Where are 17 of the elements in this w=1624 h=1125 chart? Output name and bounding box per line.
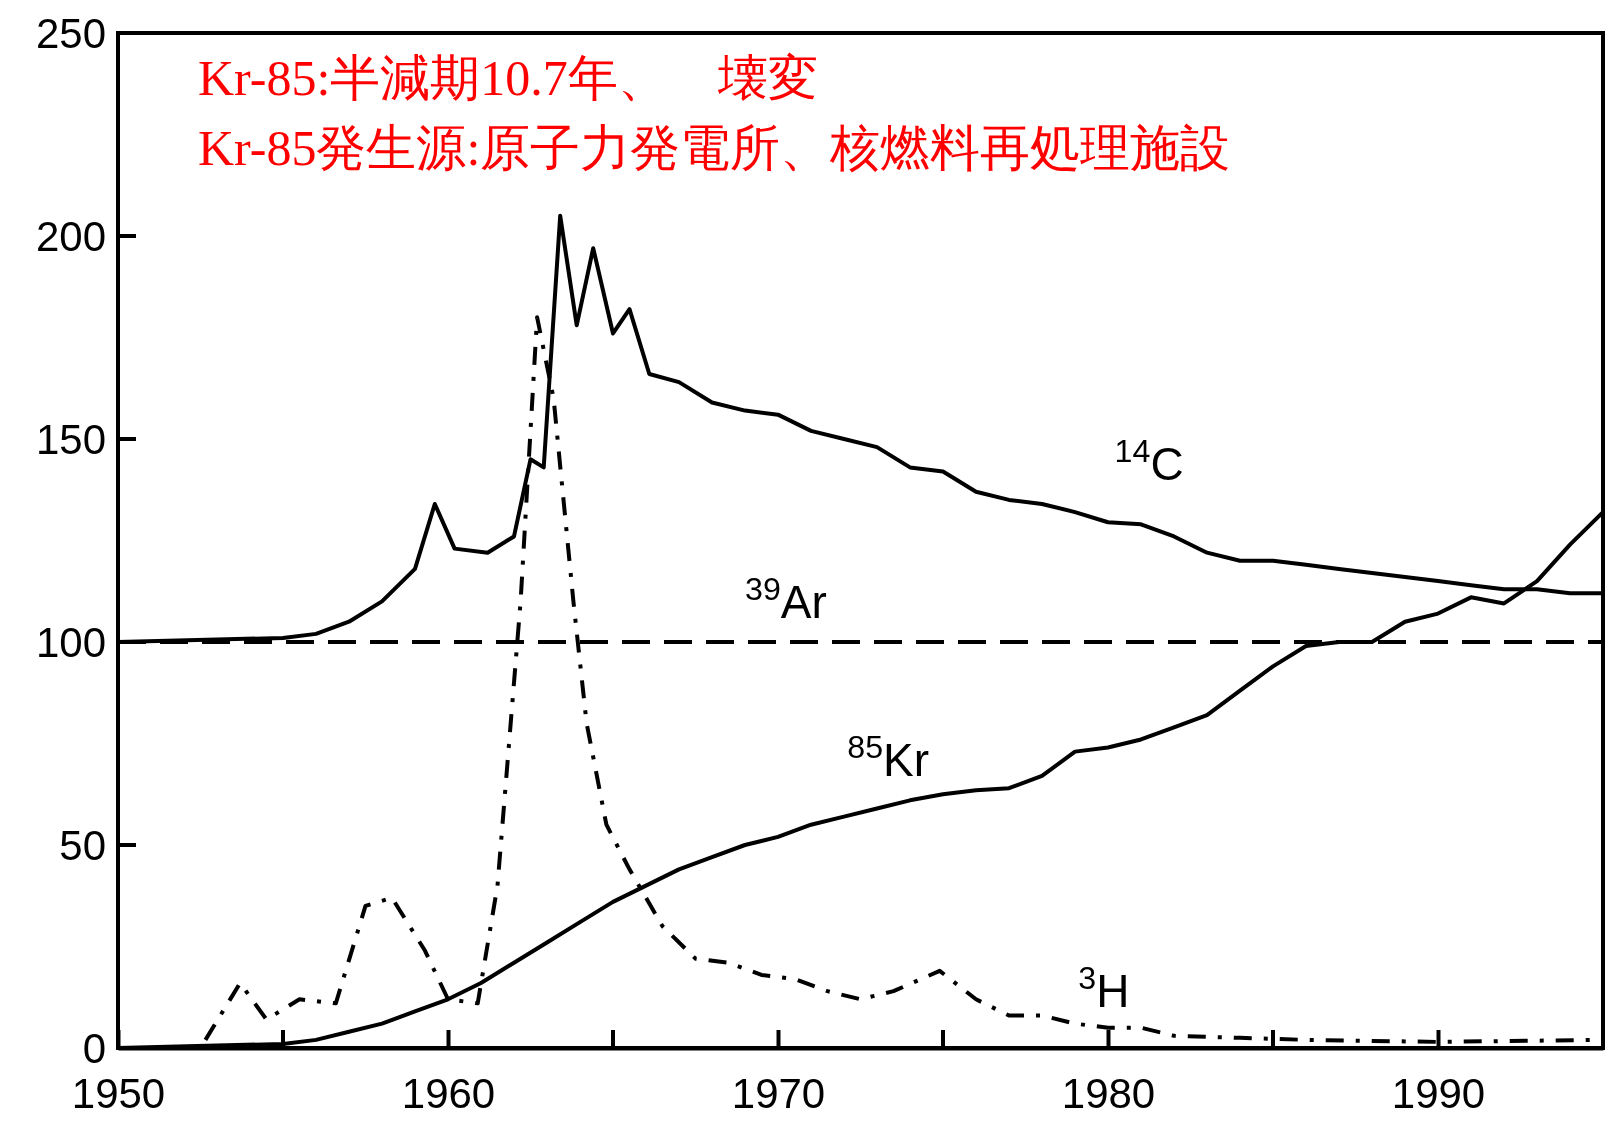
y-tick-label: 200 [35,212,106,260]
x-tick-label: 1950 [71,1069,166,1117]
annotation: Kr-85発生源:原子力発電所、核燃料再処理施設 [198,120,1231,176]
y-tick-label: 50 [59,821,106,869]
x-tick-label: 1970 [731,1069,826,1117]
x-tick-label: 1990 [1391,1069,1486,1117]
y-tick-label: 250 [35,9,106,57]
series-label: $^{85}$Kr [847,728,930,786]
x-tick-label: 1960 [401,1069,496,1117]
annotation: Kr-85:半減期10.7年、 壊変 [198,50,818,106]
y-tick-label: 100 [35,618,106,666]
series-label: $^{3}$H [1078,960,1130,1018]
y-tick-label: 150 [35,415,106,463]
y-tick-label: 0 [82,1024,106,1072]
x-tick-label: 1980 [1061,1069,1156,1117]
series-label: $^{14}$C [1114,432,1184,490]
series-label: $^{39}$Ar [745,570,827,628]
